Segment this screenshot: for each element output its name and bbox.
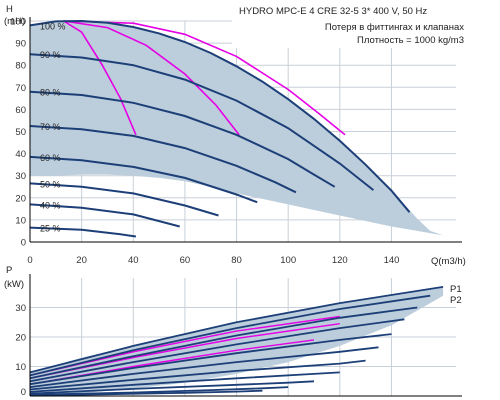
head-speed-curve xyxy=(29,203,180,228)
power-curve xyxy=(29,359,366,391)
head-speed-curve xyxy=(29,125,297,194)
head-x-tick: 120 xyxy=(332,255,348,266)
head-speed-labels: 100 % 90 % 80 % 70 % 60 % 50 % 40 % 25 % xyxy=(40,21,66,233)
info-title: HYDRO MPC-E 4 CRE 32-5 3* 400 V, 50 Hz xyxy=(239,6,427,17)
power-y-tick: 30 xyxy=(15,303,26,314)
power-panel: 0 10 20 30 P (kW) P1 P2 xyxy=(4,265,462,398)
head-y-tick: 20 xyxy=(15,193,26,204)
power-curves xyxy=(29,286,444,397)
head-x-tick: 40 xyxy=(128,255,139,266)
speed-curve-label: 40 % xyxy=(40,200,61,210)
speed-curve-label: 60 % xyxy=(40,153,61,163)
power-curve xyxy=(29,286,444,374)
head-x-ticks: 0 20 40 60 80 100 120 140 xyxy=(27,255,399,266)
head-y-tick: 40 xyxy=(15,149,26,160)
power-curve xyxy=(29,386,289,396)
head-x-tick: 60 xyxy=(180,255,191,266)
head-speed-curve xyxy=(29,90,336,188)
speed-curve-label: 25 % xyxy=(40,224,61,234)
head-speed-curve xyxy=(29,19,411,213)
power-curve xyxy=(29,318,405,383)
head-y-ticks: 0 10 20 30 40 50 60 70 80 90 100 xyxy=(10,17,26,249)
head-y-tick: 50 xyxy=(15,127,26,138)
head-y-tick: 60 xyxy=(15,105,26,116)
series-label-p2: P2 xyxy=(450,295,462,306)
head-y-tick: 100 xyxy=(10,17,26,28)
head-speed-curve xyxy=(29,182,219,217)
series-label-p1: P1 xyxy=(450,284,462,295)
head-speed-curve xyxy=(29,155,258,204)
head-panel: 100 % 90 % 80 % 70 % 60 % 50 % 40 % 25 % 0 10 20 3… xyxy=(4,4,466,267)
power-curve xyxy=(29,389,263,397)
head-y-tick: 70 xyxy=(15,83,26,94)
head-axes xyxy=(29,17,462,243)
power-ylabel: P xyxy=(6,265,12,276)
head-efficiency-curve xyxy=(63,20,137,136)
head-y-tick: 90 xyxy=(15,39,26,50)
info-box-bg xyxy=(232,4,464,48)
info-note-fittings: Потеря в фиттингах и клапанах xyxy=(325,22,464,33)
power-curve xyxy=(29,306,418,380)
head-xlabel: Q(m3/h) xyxy=(431,256,466,267)
head-y-tick: 30 xyxy=(15,171,26,182)
head-ylabel: H xyxy=(6,4,13,15)
head-efficiency-curves xyxy=(63,20,346,136)
power-y-tick: 20 xyxy=(15,333,26,344)
power-curve xyxy=(29,346,379,388)
head-speed-curves xyxy=(29,19,411,238)
speed-curve-label: 70 % xyxy=(40,122,61,132)
power-axes xyxy=(29,274,462,397)
info-note-density: Плотность = 1000 kg/m3 xyxy=(357,35,464,46)
power-curve xyxy=(29,380,315,395)
speed-curve-label: 90 % xyxy=(40,50,61,60)
power-curve xyxy=(29,294,431,377)
head-y-tick: 10 xyxy=(15,215,26,226)
power-y-tick: 10 xyxy=(15,362,26,373)
head-x-tick: 80 xyxy=(231,255,242,266)
power-curve xyxy=(29,371,340,393)
head-speed-curve xyxy=(29,53,375,191)
head-x-tick: 0 xyxy=(27,255,32,266)
head-yunit: (mH) xyxy=(4,16,25,27)
speed-curve-label: 50 % xyxy=(40,179,61,189)
speed-curve-label: 100 % xyxy=(40,21,66,31)
power-y-ticks: 0 10 20 30 xyxy=(15,303,26,398)
head-x-tick: 100 xyxy=(280,255,296,266)
power-y-tick: 0 xyxy=(21,387,26,398)
speed-curve-label: 80 % xyxy=(40,88,61,98)
head-envelope xyxy=(30,21,444,236)
head-x-tick: 20 xyxy=(76,255,87,266)
power-curve xyxy=(29,333,392,386)
head-x-tick: 140 xyxy=(384,255,400,266)
head-speed-curve xyxy=(29,226,137,238)
power-yunit: (kW) xyxy=(4,279,24,290)
head-efficiency-curve xyxy=(63,20,240,136)
head-y-tick: 0 xyxy=(21,238,26,249)
head-efficiency-curve xyxy=(63,20,346,136)
head-y-tick: 80 xyxy=(15,61,26,72)
